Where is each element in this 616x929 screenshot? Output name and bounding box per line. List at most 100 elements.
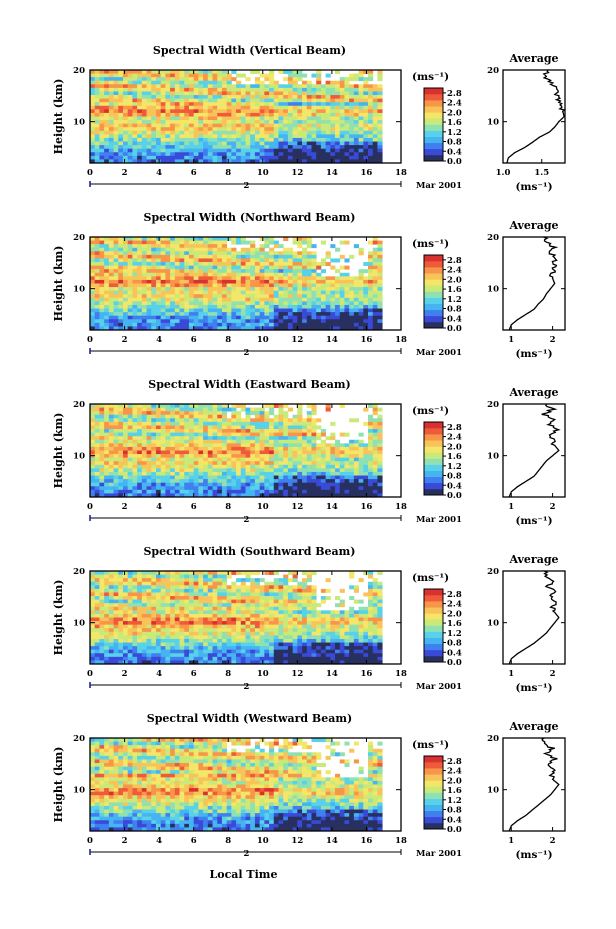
heatmap-cell <box>231 102 237 107</box>
panel-3: Spectral Width (Eastward Beam)0 2 4 6 8 10 12 1… <box>52 378 566 527</box>
heatmap-cell <box>90 479 96 484</box>
heatmap-cell <box>254 265 261 270</box>
heatmap-cell <box>198 457 204 462</box>
heatmap-cell <box>212 464 218 469</box>
heatmap-cell <box>377 432 383 437</box>
heatmap-cell <box>231 251 237 256</box>
heatmap-cell <box>122 443 129 448</box>
heatmap-cell <box>94 73 100 78</box>
heatmap-cell <box>226 265 232 270</box>
heatmap-cell <box>372 486 378 491</box>
heatmap-cell <box>94 301 100 306</box>
heatmap-cell <box>132 290 138 295</box>
heatmap-cell <box>330 95 336 100</box>
heatmap-cell <box>207 155 213 160</box>
heatmap-cell <box>99 450 105 455</box>
heatmap-cell <box>221 276 228 281</box>
heatmap-cell <box>292 141 298 146</box>
heatmap-cell <box>273 141 279 146</box>
heatmap-cell <box>259 272 265 277</box>
heatmap-cell <box>302 265 308 270</box>
heatmap-cell <box>349 116 355 121</box>
heatmap-cell <box>302 581 308 586</box>
heatmap-cell <box>311 443 317 448</box>
heatmap-cell <box>174 429 180 434</box>
heatmap-cell <box>188 283 195 288</box>
heatmap-cell <box>377 315 383 320</box>
avg-x-tick-label: 1.5 <box>534 168 549 178</box>
heatmap-cell <box>353 454 359 459</box>
heatmap-cell <box>302 279 308 284</box>
heatmap-cell <box>264 116 270 121</box>
heatmap-cell <box>353 461 359 466</box>
heatmap-cell <box>151 84 157 89</box>
heatmap-cell <box>226 407 232 412</box>
heatmap-cell <box>250 244 256 249</box>
heatmap-cell <box>203 70 209 74</box>
heatmap-cell <box>141 276 147 281</box>
heatmap-cell <box>231 265 237 270</box>
heatmap-cell <box>221 489 228 494</box>
heatmap-cell <box>207 479 213 484</box>
heatmap-cell <box>259 265 265 270</box>
heatmap-cell <box>160 464 166 469</box>
heatmap-cell <box>122 272 129 277</box>
heatmap-cell <box>155 152 162 157</box>
heatmap-cell <box>368 152 374 157</box>
heatmap-cell <box>118 148 124 153</box>
heatmap-cell <box>259 475 265 480</box>
heatmap-cell <box>151 294 157 299</box>
heatmap-cell <box>292 137 298 142</box>
heatmap-cell <box>245 98 251 103</box>
heatmap-cell <box>118 446 124 451</box>
y-tick-label: 10 <box>73 452 85 462</box>
heatmap-cell <box>170 87 176 92</box>
heatmap-cell <box>292 116 298 121</box>
heatmap-cell <box>94 116 100 121</box>
heatmap-cell <box>127 489 133 494</box>
heatmap-cell <box>188 574 195 579</box>
heatmap-cell <box>278 148 284 153</box>
heatmap-cell <box>250 578 256 583</box>
heatmap-cell <box>306 287 312 292</box>
heatmap-cell <box>287 421 294 426</box>
heatmap-cell <box>217 297 223 302</box>
heatmap-cell <box>264 432 270 437</box>
heatmap-cell <box>226 145 232 150</box>
heatmap-cell <box>311 279 317 284</box>
heatmap-cell <box>297 581 303 586</box>
heatmap-cell <box>335 109 341 114</box>
heatmap-cell <box>113 287 119 292</box>
heatmap-cell <box>377 105 383 110</box>
heatmap-cell <box>264 297 270 302</box>
heatmap-cell <box>193 247 199 252</box>
heatmap-cell <box>363 315 369 320</box>
heatmap-cell <box>151 443 157 448</box>
heatmap-cell <box>141 251 147 256</box>
heatmap-cell <box>358 87 364 92</box>
heatmap-cell <box>122 109 129 114</box>
heatmap-cell <box>372 148 378 153</box>
heatmap-cell <box>137 272 143 277</box>
heatmap-cell <box>165 70 171 74</box>
heatmap-cell <box>212 482 218 487</box>
heatmap-cell <box>151 155 157 160</box>
heatmap-cell <box>118 70 124 74</box>
heatmap-cell <box>311 141 317 146</box>
heatmap-cell <box>316 454 322 459</box>
heatmap-cell <box>193 98 199 103</box>
heatmap-cell <box>250 301 256 306</box>
heatmap-cell <box>372 120 378 125</box>
heatmap-cell <box>226 134 232 139</box>
heatmap-cell <box>184 486 190 491</box>
heatmap-cell <box>349 152 355 157</box>
heatmap-cell <box>278 70 284 74</box>
heatmap-cell <box>287 301 294 306</box>
heatmap-cell <box>113 95 119 100</box>
heatmap-cell <box>236 237 242 241</box>
heatmap-cell <box>118 290 124 295</box>
heatmap-cell <box>127 77 133 82</box>
heatmap-cell <box>90 308 96 313</box>
heatmap-cell <box>94 98 100 103</box>
heatmap-cell <box>170 407 176 412</box>
